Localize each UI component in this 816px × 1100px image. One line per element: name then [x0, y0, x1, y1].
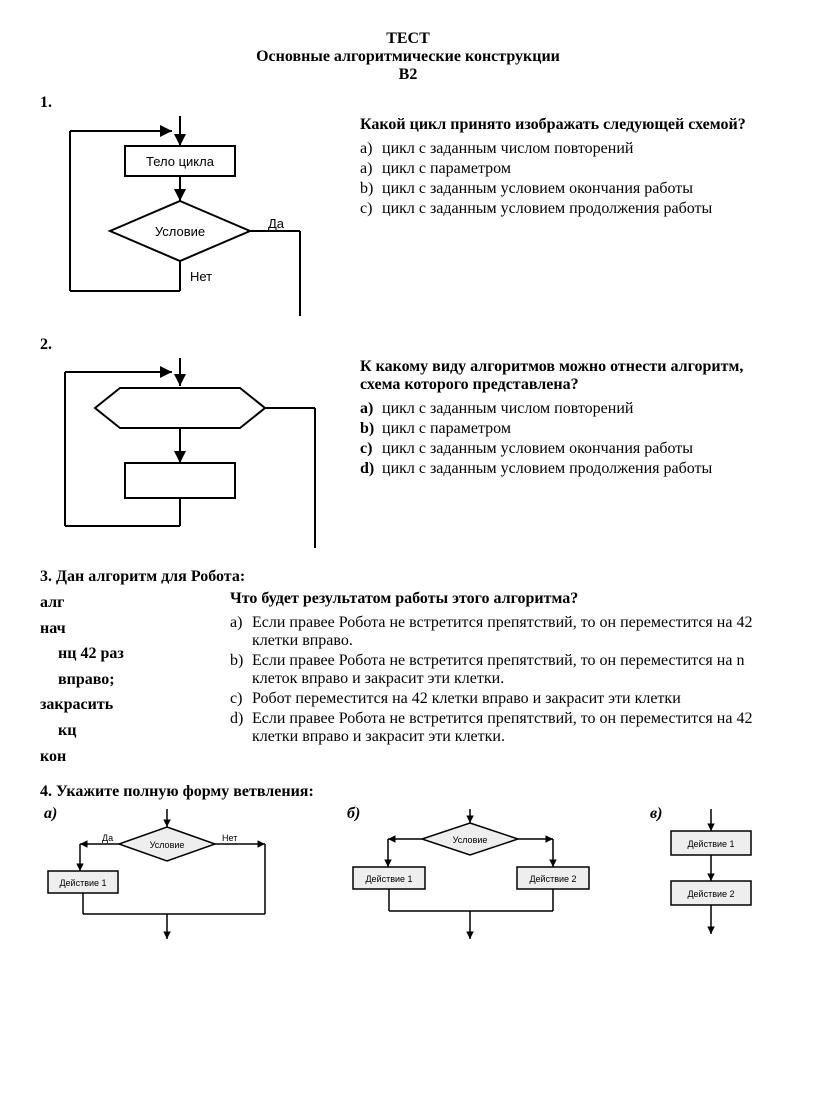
algo-l1: алг [40, 590, 200, 616]
q3-options: a)Если правее Робота не встретится препя… [230, 614, 776, 746]
q3-opt-1: b)Если правее Робота не встретится препя… [230, 652, 776, 688]
q4-label-a: a) [44, 805, 57, 823]
algo-l4: вправо; [40, 667, 200, 693]
q4-option-c: в) Действие 1 Действие 2 [646, 809, 776, 939]
q4-title: 4. Укажите полную форму ветвления: [40, 783, 776, 801]
q1-number: 1. [40, 94, 776, 112]
header-line1: ТЕСТ [40, 30, 776, 48]
q2-opt-1: b)цикл с параметром [360, 420, 776, 438]
q1-options: a)цикл с заданным числом повторений a)ци… [360, 140, 776, 218]
q2-opt-2: c)цикл с заданным условием окончания раб… [360, 440, 776, 458]
q2-text: К какому виду алгоритмов можно отнести а… [360, 358, 776, 548]
q3-algorithm: алг нач нц 42 раз вправо; закрасить кц к… [40, 590, 200, 769]
q1-opt-1: a)цикл с параметром [360, 160, 776, 178]
q3-text: Что будет результатом работы этого алгор… [230, 590, 776, 769]
q4-label-c: в) [650, 805, 662, 823]
q4b-act1: Действие 1 [365, 874, 412, 884]
q1-opt-3: c)цикл с заданным условием продолжения р… [360, 200, 776, 218]
q4b-act2: Действие 2 [529, 874, 576, 884]
q3-row: алг нач нц 42 раз вправо; закрасить кц к… [40, 590, 776, 769]
q4b-cond: Условие [453, 835, 488, 845]
q1-opt-2: b)цикл с заданным условием окончания раб… [360, 180, 776, 198]
q4c-act1: Действие 1 [687, 839, 734, 849]
q3-opt-0: a)Если правее Робота не встретится препя… [230, 614, 776, 650]
q1-no-label: Нет [190, 269, 212, 284]
q2-number: 2. [40, 336, 776, 354]
test-header: ТЕСТ Основные алгоритмические конструкци… [40, 30, 776, 84]
algo-l6: кц [40, 718, 200, 744]
header-line2: Основные алгоритмические конструкции [40, 48, 776, 66]
q1-cond-label: Условие [155, 224, 205, 239]
q1-row: Тело цикла Условие Да Нет Какой цикл при… [40, 116, 776, 316]
q1-title: Какой цикл принято изображать следующей … [360, 116, 776, 134]
q4-label-b: б) [347, 805, 360, 823]
q4a-cond: Условие [150, 840, 185, 850]
q1-diagram: Тело цикла Условие Да Нет [40, 116, 340, 316]
header-line3: В2 [40, 66, 776, 84]
q3-opt-3: d)Если правее Робота не встретится препя… [230, 710, 776, 746]
q4a-act1: Действие 1 [59, 878, 106, 888]
q2-title: К какому виду алгоритмов можно отнести а… [360, 358, 776, 394]
algo-l3: нц 42 раз [40, 641, 200, 667]
q4-row: a) Условие Да Действие 1 Нет [40, 809, 776, 939]
q1-opt-0: a)цикл с заданным числом повторений [360, 140, 776, 158]
q4c-act2: Действие 2 [687, 889, 734, 899]
q3-title: Что будет результатом работы этого алгор… [230, 590, 776, 608]
q4-option-b: б) Условие Действие 1 Действие 2 [343, 809, 598, 939]
q2-opt-0: a)цикл с заданным числом повторений [360, 400, 776, 418]
q1-yes-label: Да [268, 216, 285, 231]
q2-options: a)цикл с заданным числом повторений b)ци… [360, 400, 776, 478]
q3-number: 3. Дан алгоритм для Робота: [40, 568, 776, 586]
q2-row: К какому виду алгоритмов можно отнести а… [40, 358, 776, 548]
q3-opt-2: c)Робот переместится на 42 клетки вправо… [230, 690, 776, 708]
q4a-no: Нет [222, 833, 237, 843]
q1-text: Какой цикл принято изображать следующей … [360, 116, 776, 316]
q4-option-a: a) Условие Да Действие 1 Нет [40, 809, 295, 939]
algo-l2: нач [40, 616, 200, 642]
q4a-yes: Да [102, 833, 113, 843]
q1-body-label: Тело цикла [146, 154, 215, 169]
q2-diagram [40, 358, 340, 548]
algo-l5: закрасить [40, 692, 200, 718]
algo-l7: кон [40, 744, 200, 770]
q2-opt-3: d)цикл с заданным условием продолжения р… [360, 460, 776, 478]
